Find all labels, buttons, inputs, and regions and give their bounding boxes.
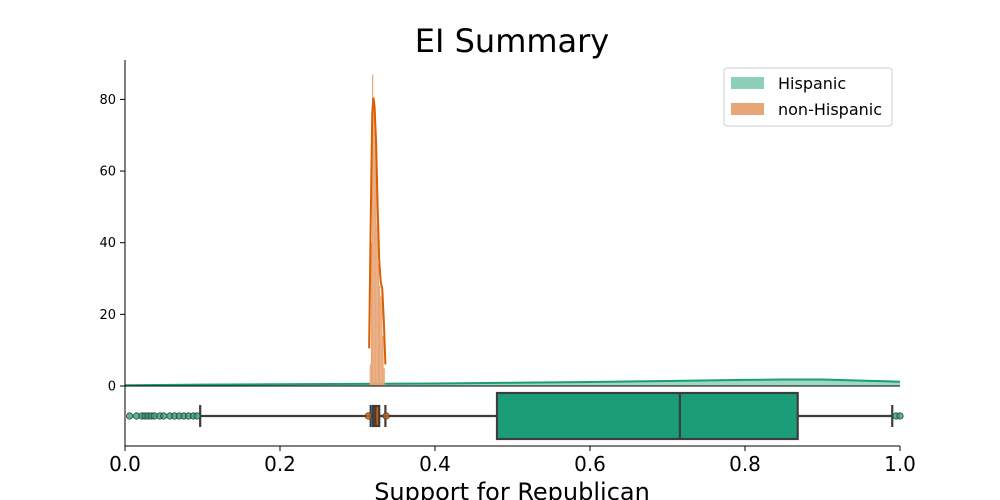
box-iqr [495, 391, 799, 441]
x-tick-label: 0.8 [729, 452, 761, 476]
kde-line-hispanic [124, 378, 901, 387]
histogram-bar [376, 224, 378, 386]
x-tick-label: 0.2 [264, 452, 296, 476]
y-tick-label: 40 [99, 236, 116, 251]
histogram-bar [374, 128, 376, 387]
histogram-bar [370, 242, 373, 386]
histogram-bar [380, 296, 382, 386]
outlier-point [896, 412, 904, 420]
x-axis-label: Support for Republican [374, 478, 650, 500]
x-tick-label: 0.0 [109, 452, 141, 476]
histogram-bar [373, 106, 375, 387]
histogram-bar [372, 74, 374, 386]
outlier-point [160, 412, 168, 420]
boxplot-hispanic [126, 391, 904, 441]
outlier-point [126, 412, 134, 420]
histogram-bar [383, 368, 385, 386]
histogram-non-hispanic [369, 74, 385, 387]
legend-swatch-non-hispanic [731, 103, 764, 115]
outlier-point [382, 412, 390, 420]
chart-title: EI Summary [415, 22, 609, 60]
boxplot-non-hispanic [364, 404, 390, 428]
legend-swatch-hispanic [731, 77, 764, 89]
outlier-point [193, 412, 201, 420]
histogram-bar [379, 285, 381, 386]
legend-frame [723, 67, 893, 127]
y-tick-label: 20 [99, 308, 116, 323]
histogram-bar [381, 289, 383, 386]
x-tick-label: 0.4 [419, 452, 451, 476]
legend-label-non-hispanic: non-Hispanic [778, 100, 882, 119]
plot-area: 0 20 40 60 80 0.0 0.2 0.4 0.6 0.8 1.0 [99, 60, 916, 476]
histogram-bar [369, 364, 371, 386]
kde-line-non-hispanic [368, 97, 387, 365]
legend-label-hispanic: Hispanic [778, 74, 846, 93]
x-tick-label: 1.0 [884, 452, 916, 476]
y-tick-label: 80 [99, 93, 116, 108]
y-tick-label: 60 [99, 165, 116, 180]
histogram-bar [375, 163, 377, 386]
y-tick-label: 0 [108, 380, 116, 395]
outlier-point [364, 412, 372, 420]
histogram-bar [377, 264, 380, 386]
legend: Hispanic non-Hispanic [723, 67, 893, 127]
histogram-bar [382, 335, 384, 386]
x-tick-label: 0.6 [574, 452, 606, 476]
